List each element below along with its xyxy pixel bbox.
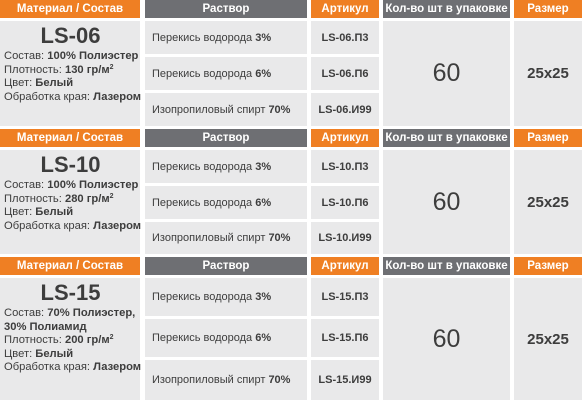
header-article: Артикул [311, 257, 379, 275]
solution-cell: Перекись водорода 3% [145, 21, 307, 54]
article-cell: LS-15.И99 [311, 360, 379, 400]
composition-line-2: 30% Полиамид [4, 320, 87, 333]
material-cell: LS-06 Состав: 100% Полиэстер Плотность: … [0, 21, 142, 126]
solution-cell: Перекись водорода 6% [145, 319, 307, 357]
product-model: LS-06 [40, 23, 101, 48]
color-line: Цвет: Белый [4, 77, 74, 90]
header-size: Размер [514, 129, 582, 147]
article-cell: LS-10.И99 [311, 222, 379, 254]
composition-line: Состав: 70% Полиэстер, [4, 307, 136, 319]
header-solution: Раствор [145, 0, 307, 18]
header-article: Артикул [311, 0, 379, 18]
quantity-cell: 60 [383, 21, 510, 126]
header-material: Материал / Состав [0, 257, 140, 275]
article-cell: LS-15.П3 [311, 278, 379, 316]
article-cell: LS-10.П6 [311, 186, 379, 219]
color-line: Цвет: Белый [4, 347, 74, 360]
solution-cell: Перекись водорода 6% [145, 186, 307, 219]
product-model: LS-10 [40, 152, 101, 177]
size-cell: 25x25 [514, 278, 582, 400]
quantity-cell: 60 [383, 278, 510, 400]
header-size: Размер [514, 0, 582, 18]
edge-line: Обработка края: Лазером [4, 90, 142, 103]
header-material: Материал / Состав [0, 0, 140, 18]
header-quantity: Кол-во шт в упаковке [383, 0, 510, 18]
density-line: Плотность: 280 гр/м2 [4, 192, 114, 205]
header-quantity: Кол-во шт в упаковке [383, 129, 510, 147]
solution-cell: Перекись водорода 3% [145, 150, 307, 183]
header-material: Материал / Состав [0, 129, 140, 147]
article-cell: LS-10.П3 [311, 150, 379, 183]
article-cell: LS-15.П6 [311, 319, 379, 357]
header-size: Размер [514, 257, 582, 275]
composition-line: Состав: 100% Полиэстер [4, 50, 139, 62]
material-cell: LS-10 Состав: 100% Полиэстер Плотность: … [0, 150, 142, 254]
size-cell: 25x25 [514, 150, 582, 254]
composition-line: Состав: 100% Полиэстер [4, 179, 139, 191]
header-quantity: Кол-во шт в упаковке [383, 257, 510, 275]
product-block-ls-10: Материал / Состав Раствор Артикул Кол-во… [0, 129, 582, 255]
material-cell: LS-15 Состав: 70% Полиэстер, 30% Полиами… [0, 278, 142, 400]
solution-cell: Изопропиловый спирт 70% [145, 93, 307, 126]
color-line: Цвет: Белый [4, 206, 74, 219]
size-cell: 25x25 [514, 21, 582, 126]
article-cell: LS-06.И99 [311, 93, 379, 126]
header-solution: Раствор [145, 257, 307, 275]
solution-cell: Изопропиловый спирт 70% [145, 360, 307, 400]
solution-cell: Изопропиловый спирт 70% [145, 222, 307, 254]
solution-cell: Перекись водорода 6% [145, 57, 307, 90]
density-line: Плотность: 200 гр/м2 [4, 334, 114, 347]
quantity-cell: 60 [383, 150, 510, 254]
product-block-ls-15: Материал / Состав Раствор Артикул Кол-во… [0, 257, 582, 400]
density-line: Плотность: 130 гр/м2 [4, 63, 114, 76]
product-model: LS-15 [40, 280, 101, 305]
edge-line: Обработка края: Лазером [4, 219, 142, 232]
article-cell: LS-06.П3 [311, 21, 379, 54]
product-block-ls-06: Материал / Состав Раствор Артикул Кол-во… [0, 0, 582, 128]
article-cell: LS-06.П6 [311, 57, 379, 90]
header-article: Артикул [311, 129, 379, 147]
solution-cell: Перекись водорода 3% [145, 278, 307, 316]
header-solution: Раствор [145, 129, 307, 147]
edge-line: Обработка края: Лазером [4, 361, 142, 374]
